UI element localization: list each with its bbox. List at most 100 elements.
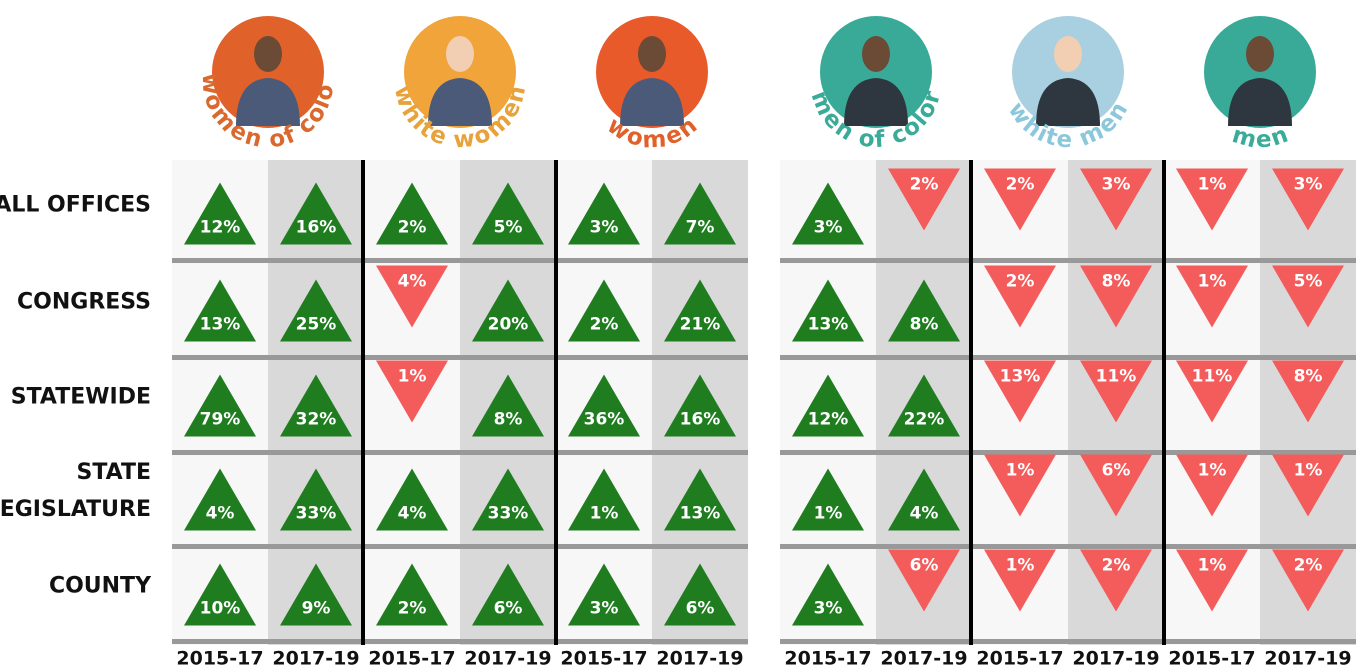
row-separator [172,450,748,455]
trend-up [280,279,352,342]
cell-value: 1% [1198,461,1227,481]
trend-up [664,563,736,626]
trend-down [1272,265,1344,328]
cell-value: 1% [398,367,427,387]
trend-up [792,182,864,245]
trend-up [568,468,640,531]
trend-down [984,168,1056,231]
group-divider [1162,160,1166,645]
icon-head [1246,36,1274,72]
cell-value: 25% [296,315,337,335]
cell-value: 2% [1006,175,1035,195]
trend-up [184,563,256,626]
trend-up [664,374,736,437]
trend-down [984,265,1056,328]
cell-value: 11% [1096,367,1137,387]
cell-value: 6% [686,599,715,619]
period-label: 2015-17 [368,648,455,670]
cell-value: 6% [910,556,939,576]
trend-up [472,374,544,437]
cell-value: 9% [302,599,331,619]
cell-value: 8% [494,410,523,430]
cell-value: 2% [1006,272,1035,292]
group-divider [554,160,558,645]
trend-down [1176,454,1248,517]
cell-value: 3% [590,218,619,238]
cell-value: 8% [1102,272,1131,292]
cell-value: 1% [1006,556,1035,576]
icon-body [1228,78,1292,126]
cell-value: 12% [200,218,241,238]
cell-value: 2% [910,175,939,195]
cell-value: 1% [590,504,619,524]
row-label: STATEWIDE [11,385,151,410]
trend-up [792,468,864,531]
period-label: 2015-17 [976,648,1063,670]
row-separator [780,450,1356,455]
cell-value: 7% [686,218,715,238]
cell-value: 3% [590,599,619,619]
icon-body [1036,78,1100,126]
icon-head [862,36,890,72]
cell-value: 8% [910,315,939,335]
row-separator [172,355,748,360]
cell-value: 6% [494,599,523,619]
row-separator [172,544,748,549]
cell-value: 4% [910,504,939,524]
cell-value: 36% [584,410,625,430]
trend-up [568,563,640,626]
trend-up [664,182,736,245]
cell-value: 4% [398,272,427,292]
trend-up [568,279,640,342]
trend-down [888,549,960,612]
trend-down [1272,360,1344,423]
cell-value: 5% [1294,272,1323,292]
cell-value: 2% [398,218,427,238]
row-label: ALL OFFICES [0,193,151,218]
cell-value: 20% [488,315,529,335]
trend-up [792,374,864,437]
trend-down [1080,549,1152,612]
trend-up [280,563,352,626]
trend-up [184,182,256,245]
row-label: STATE [77,460,152,485]
period-label: 2017-19 [880,648,967,670]
trend-up [376,182,448,245]
icon-body [236,78,300,126]
trend-down [1272,549,1344,612]
cell-value: 6% [1102,461,1131,481]
cell-value: 33% [296,504,337,524]
cell-value: 1% [814,504,843,524]
cell-value: 13% [680,504,721,524]
trend-up [280,468,352,531]
cell-value: 11% [1192,367,1233,387]
cell-value: 3% [1294,175,1323,195]
cell-value: 2% [1294,556,1323,576]
trend-up [472,468,544,531]
group-divider [361,160,365,645]
trend-down [376,360,448,423]
cell-value: 32% [296,410,337,430]
icon-body [620,78,684,126]
icon-body [844,78,908,126]
trend-up [792,279,864,342]
trend-down [1080,168,1152,231]
trend-up [472,279,544,342]
cell-value: 8% [1294,367,1323,387]
row-separator [780,258,1356,263]
cell-value: 33% [488,504,529,524]
cell-value: 13% [808,315,849,335]
trend-up [568,374,640,437]
group-divider [969,160,973,645]
trend-up [664,468,736,531]
cell-value: 4% [206,504,235,524]
row-separator [172,258,748,263]
trend-up [792,563,864,626]
icon-body [428,78,492,126]
trend-down [984,454,1056,517]
period-label: 2015-17 [784,648,871,670]
cell-value: 16% [296,218,337,238]
trend-up [184,468,256,531]
trend-down [1272,168,1344,231]
